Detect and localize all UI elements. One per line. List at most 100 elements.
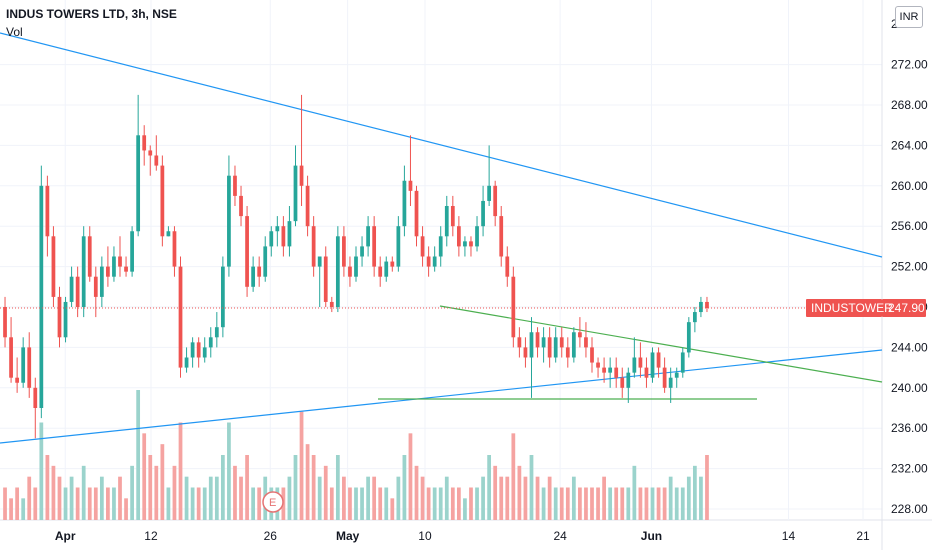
candle-body [505,256,510,277]
volume-bar [299,411,304,520]
lower-trend-line[interactable] [0,349,883,444]
candle-body [106,266,110,277]
earnings-event-marker[interactable]: E [262,491,284,513]
volume-bar [99,476,104,520]
candle-body [214,327,219,338]
candle-body [220,266,225,328]
candle-body [493,185,498,217]
volume-bar [287,476,292,520]
volume-bar [293,455,298,520]
volume-bar [57,476,62,520]
candle-body [644,367,649,378]
candle-body [81,236,86,307]
y-tick-label: 232.00 [891,462,928,476]
symbol-header[interactable]: INDUS TOWERS LTD, 3h, NSE [6,7,177,21]
x-tick-label: Jun [641,529,662,543]
volume-bar [184,476,189,520]
candle-body [184,357,189,368]
candle-body [692,312,697,323]
candle-body [130,231,134,272]
volume-bar [354,487,358,520]
y-tick-label-top: 2 [891,17,898,31]
candle-body [699,301,703,313]
volume-bar [360,487,364,520]
price-label-value: 247.90 [888,301,925,315]
volume-bar [166,487,171,520]
currency-badge[interactable]: INR [895,6,923,28]
volume-bar [21,498,26,520]
candle-body [481,200,485,227]
volume-bar [130,465,134,520]
y-tick-label: 228.00 [891,502,928,516]
candle-body [469,241,473,247]
volume-bar [390,498,395,520]
y-tick-label: 244.00 [891,340,928,354]
candle-body [233,175,237,196]
candle-body [9,337,13,378]
candle-body [656,352,661,368]
time-axis[interactable]: Apr 12 26 May 10 24 Jun 14 21 [55,529,870,543]
volume-bar [9,498,13,520]
volume-bar [656,487,661,520]
candle-body [565,347,570,358]
volume-bar [15,487,20,520]
candle-body [142,135,147,151]
y-tick-label: 260.00 [891,179,928,193]
candle-body [311,226,316,267]
volume-bar [705,455,709,520]
volume-bar [559,487,564,520]
volume-bar [662,487,667,520]
candle-body [602,367,606,373]
candle-body [299,165,304,186]
candle-body [662,367,667,388]
volume-bar [233,465,237,520]
volume-bar [553,487,558,520]
candle-body [475,226,479,247]
candlesticks [3,94,709,439]
volume-bar [578,487,582,520]
volume-bar [517,465,522,520]
volume-bar [408,433,413,520]
volume-bar [680,487,685,520]
y-tick-label: 252.00 [891,260,928,274]
candle-body [202,347,207,358]
candle-body [529,332,534,358]
candle-body [148,150,153,156]
y-tick-label: 236.00 [891,421,928,435]
volume-bar [208,476,213,520]
candle-body [293,165,298,222]
candle-body [668,377,673,388]
candle-body [269,231,274,247]
candle-body [456,226,461,247]
candle-body [686,322,691,353]
candle-body [638,357,643,368]
x-tick-label: 10 [418,529,432,543]
candle-body [596,362,600,368]
candle-body [87,236,92,277]
volume-bar [335,455,340,520]
candle-body [578,332,582,338]
candle-body [426,256,431,267]
candle-body [118,256,122,267]
volume-bar [112,487,116,520]
candle-body [384,261,389,277]
upper-trend-line[interactable] [0,32,883,258]
green-channel-line[interactable] [439,305,883,383]
volume-bar [590,487,594,520]
candle-body [499,216,504,257]
volume-bar [323,465,328,520]
price-axis[interactable]: 228.00232.00236.00240.00244.00248.00252.… [891,17,928,516]
candle-body [257,266,262,277]
candle-body [281,226,286,247]
candle-body [674,372,679,378]
volume-bar [311,455,316,520]
candle-body [227,175,231,267]
candle-body [160,165,165,237]
volume-bar [481,476,485,520]
volume-legend[interactable]: Vol [6,25,23,39]
volume-bar [251,487,256,520]
candle-body [378,266,383,277]
candle-body [348,266,352,277]
candle-body [402,180,407,227]
